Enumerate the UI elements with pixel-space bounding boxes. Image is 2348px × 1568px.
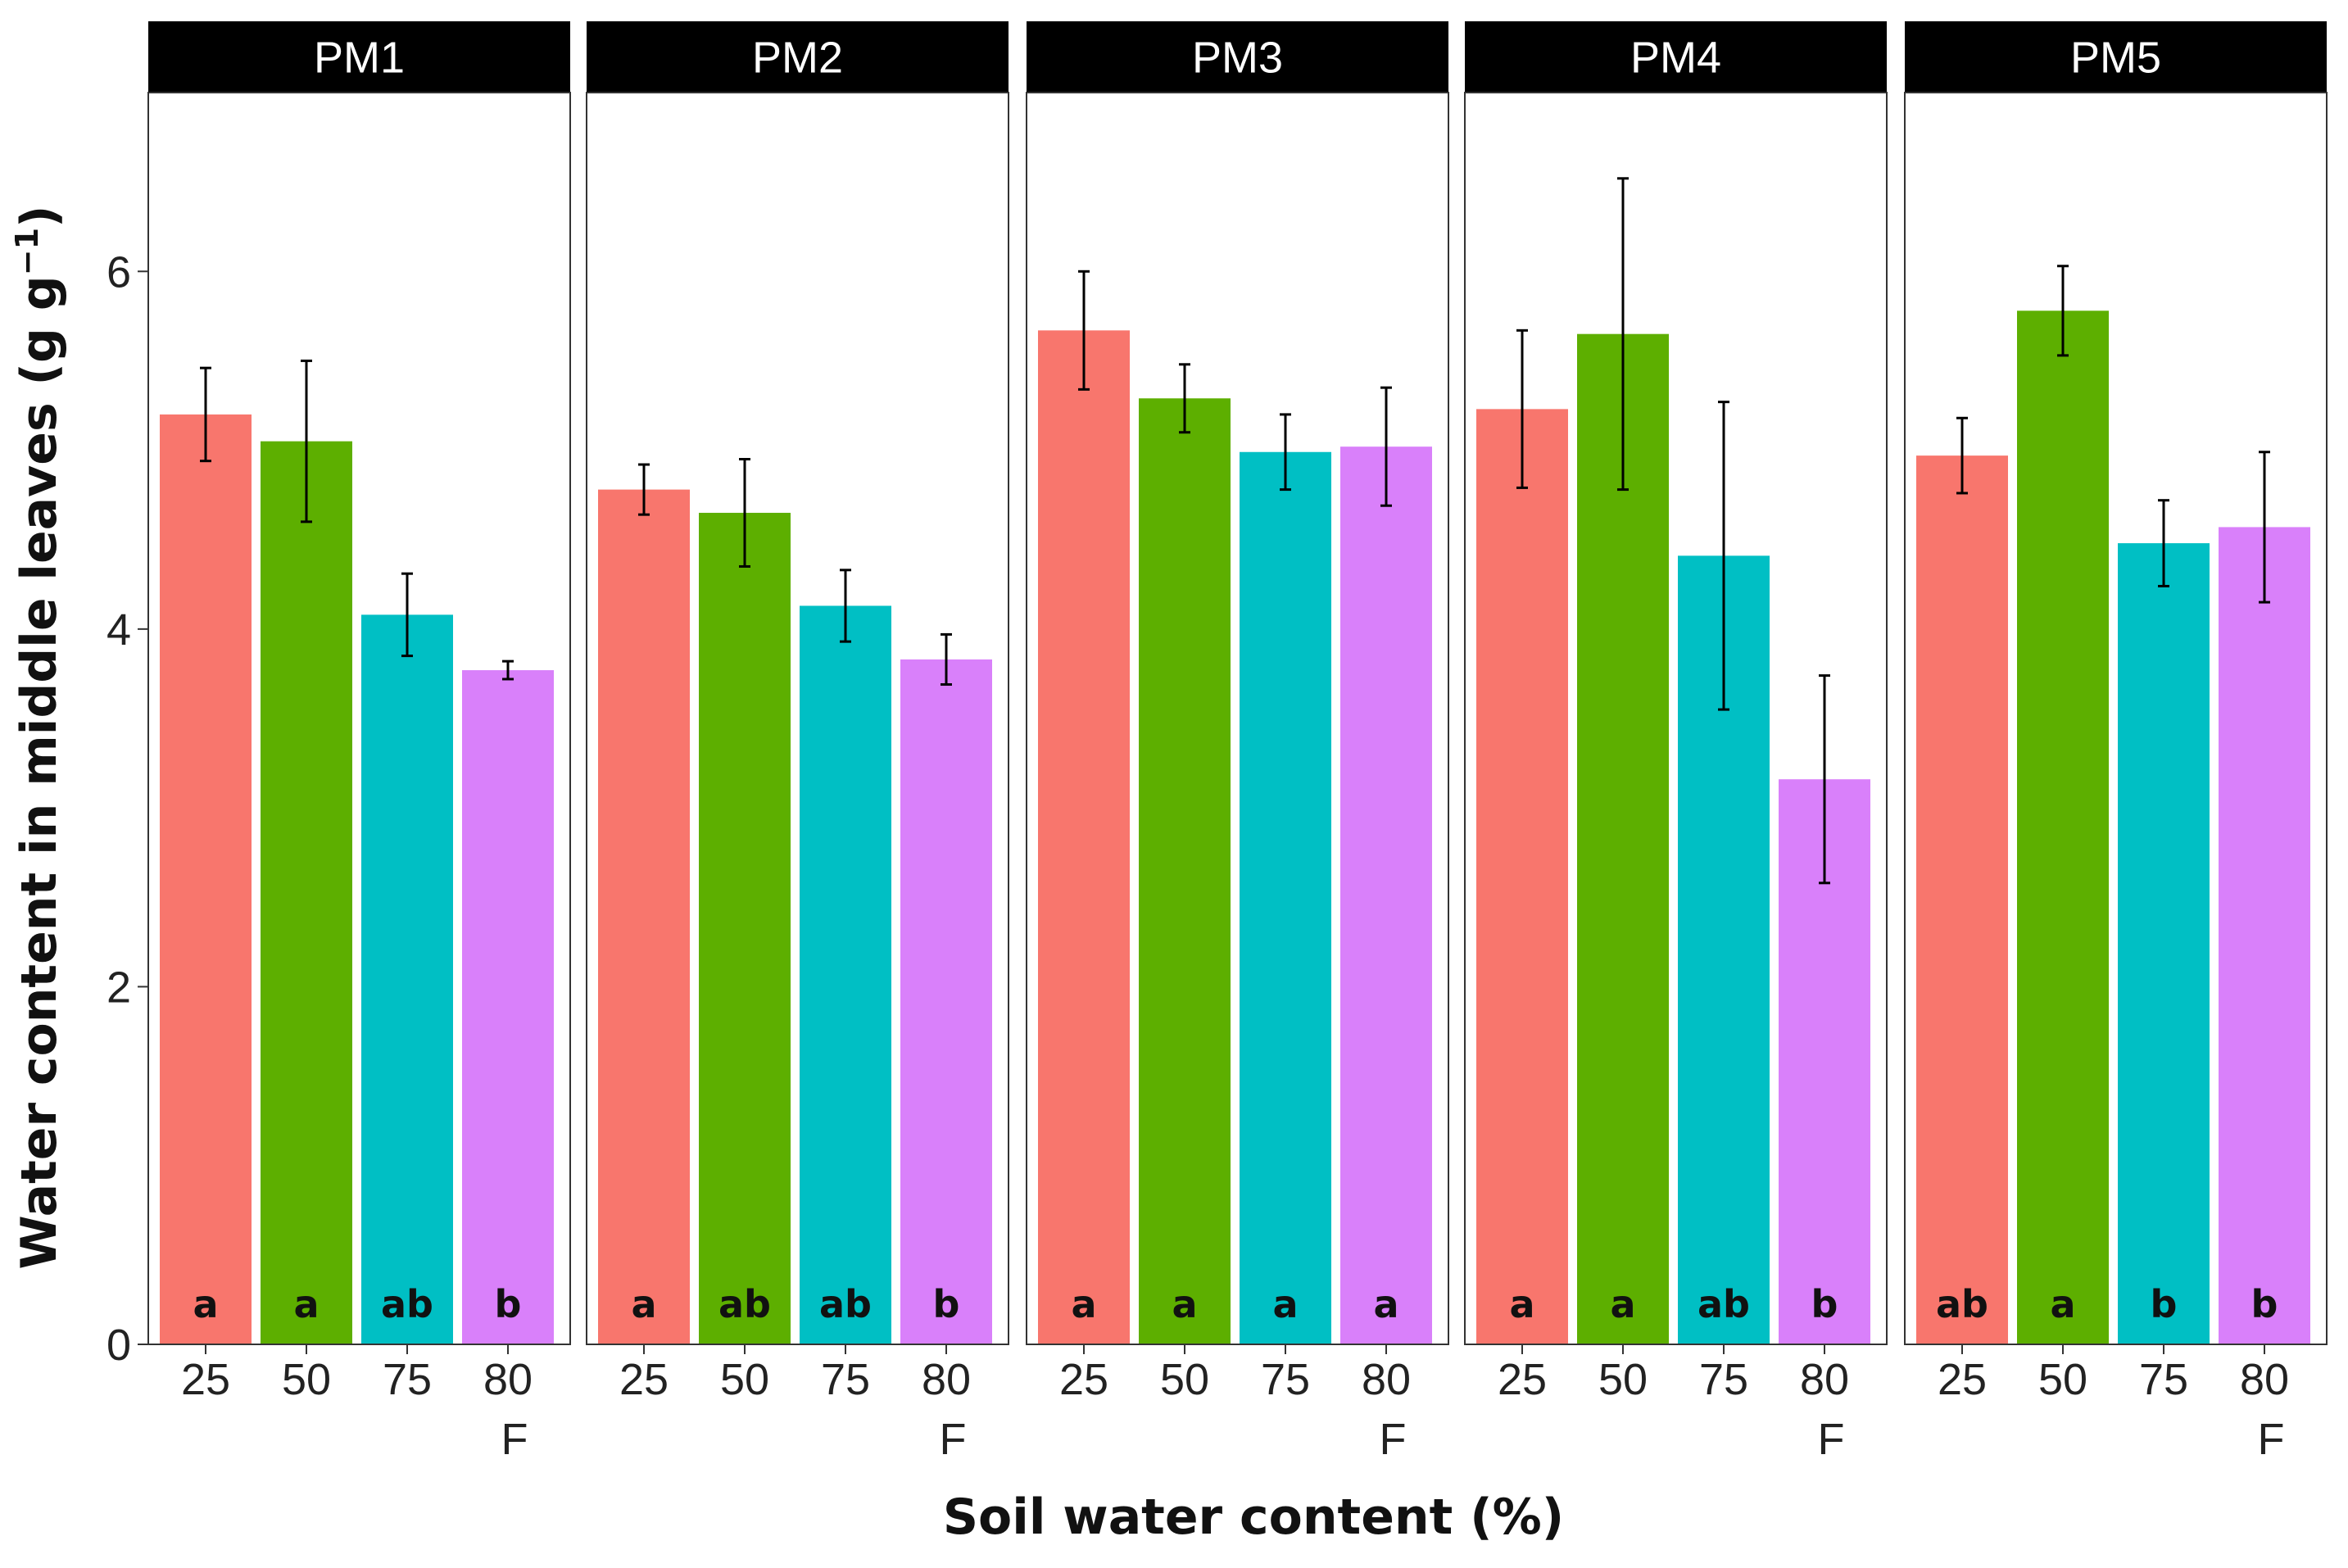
y-tick-label: 6 <box>107 247 131 297</box>
panel-border <box>1464 92 1888 1345</box>
x-tick-label: 25 <box>1938 1355 1987 1404</box>
facet-strip-label: PM4 <box>1630 34 1721 83</box>
facet-strip <box>1465 21 1887 93</box>
significance-letter: a <box>1071 1282 1096 1326</box>
significance-letter: a <box>631 1282 656 1326</box>
facet-panel-pm1: PM1 a 25 a 50 ab 75 b 80 F <box>147 21 571 1464</box>
significance-letter: a <box>1509 1282 1534 1326</box>
x-tick-label: 50 <box>2038 1355 2087 1404</box>
facet-panels: PM1a25a50ab75b80FPM2a25ab50ab75b80FPM3a2… <box>147 21 2328 1464</box>
y-axis-title-close: ) <box>11 206 68 228</box>
facet-strip-label: PM1 <box>314 34 405 83</box>
y-axis-title: Water content in middle leaves (g g−1) <box>9 206 68 1270</box>
bar <box>598 489 690 1345</box>
x-tick-label: 50 <box>1598 1355 1648 1404</box>
panel-border <box>1026 92 1449 1345</box>
x-tick-label: 80 <box>2240 1355 2289 1404</box>
bar <box>2219 527 2310 1344</box>
bar <box>2118 543 2210 1344</box>
significance-letter: b <box>495 1282 522 1326</box>
panel-border <box>147 92 571 1345</box>
significance-letter: a <box>1610 1282 1635 1326</box>
x-tick-label: 50 <box>1160 1355 1209 1404</box>
bar <box>1916 455 2008 1344</box>
x-tick-label: 75 <box>1261 1355 1310 1404</box>
significance-letter: a <box>1373 1282 1398 1326</box>
y-tick-label: 4 <box>107 605 131 655</box>
bar <box>261 441 352 1344</box>
facet-strip <box>1027 21 1448 93</box>
x-tick-label: 25 <box>619 1355 669 1404</box>
x-tick-label: 80 <box>1362 1355 1411 1404</box>
bar <box>361 614 453 1344</box>
significance-letter: a <box>2050 1282 2075 1326</box>
x-tick-label-line2: F <box>1818 1415 1845 1464</box>
bar <box>1038 330 1130 1344</box>
bar <box>699 512 791 1344</box>
x-tick-label: 75 <box>821 1355 870 1404</box>
bar <box>2017 310 2109 1344</box>
significance-letter: ab <box>819 1282 872 1326</box>
facet-strip-label: PM5 <box>2070 34 2161 83</box>
facet-strip <box>148 21 570 93</box>
significance-letter: a <box>193 1282 218 1326</box>
facet-strip <box>587 21 1009 93</box>
bar <box>160 414 252 1344</box>
panel-border <box>586 92 1009 1345</box>
x-tick-label: 25 <box>1498 1355 1547 1404</box>
y-axis-title-main: Water content in middle leaves (g g <box>11 275 68 1269</box>
significance-letter: ab <box>1936 1282 1988 1326</box>
x-tick-label: 80 <box>483 1355 533 1404</box>
x-tick-label: 50 <box>720 1355 769 1404</box>
x-tick-label: 75 <box>2139 1355 2188 1404</box>
significance-letter: b <box>933 1282 960 1326</box>
significance-letter: a <box>293 1282 319 1326</box>
x-tick-label: 25 <box>1059 1355 1108 1404</box>
facet-panel-pm3: PM3 a 25 a 50 a 75 a 80 F <box>1026 21 1449 1464</box>
y-tick-label: 2 <box>107 963 131 1012</box>
facet-strip <box>1905 21 2327 93</box>
x-tick-label-line2: F <box>1380 1415 1407 1464</box>
y-axis: 0 2 4 6 <box>107 247 148 1370</box>
x-tick-label: 75 <box>383 1355 432 1404</box>
facet-panel-pm2: PM2 a 25 ab 50 ab 75 b 80 F <box>586 21 1009 1464</box>
x-tick-label: 25 <box>181 1355 230 1404</box>
x-tick-label-line2: F <box>940 1415 967 1464</box>
significance-letter: a <box>1172 1282 1197 1326</box>
bar <box>800 605 891 1344</box>
x-tick-label: 80 <box>1800 1355 1849 1404</box>
y-axis-title-superscript: −1 <box>9 228 45 275</box>
significance-letter: b <box>1811 1282 1838 1326</box>
x-axis-title: Soil water content (%) <box>943 1489 1564 1546</box>
significance-letter: ab <box>381 1282 433 1326</box>
x-tick-label: 80 <box>922 1355 971 1404</box>
y-tick-label: 0 <box>107 1321 131 1370</box>
bar <box>1340 446 1432 1344</box>
panel-border <box>1904 92 2328 1345</box>
x-tick-label: 75 <box>1699 1355 1748 1404</box>
bar <box>462 670 554 1344</box>
bar <box>1577 333 1669 1345</box>
facet-strip-label: PM3 <box>1192 34 1283 83</box>
facet-panel-pm5: PM5 ab 25 a 50 b 75 b 80 F <box>1904 21 2328 1464</box>
significance-letter: ab <box>1698 1282 1750 1326</box>
significance-letter: ab <box>718 1282 771 1326</box>
bar <box>1476 409 1568 1344</box>
facet-panel-pm4: PM4 a 25 a 50 ab 75 b 80 F <box>1464 21 1888 1464</box>
bar <box>1139 398 1231 1345</box>
x-tick-label: 50 <box>282 1355 331 1404</box>
significance-letter: b <box>2151 1282 2178 1326</box>
x-tick-label-line2: F <box>501 1415 528 1464</box>
facet-strip-label: PM2 <box>752 34 843 83</box>
significance-letter: a <box>1272 1282 1298 1326</box>
significance-letter: b <box>2251 1282 2278 1326</box>
bar <box>1240 451 1331 1344</box>
bar <box>900 659 992 1344</box>
x-tick-label-line2: F <box>2258 1415 2285 1464</box>
